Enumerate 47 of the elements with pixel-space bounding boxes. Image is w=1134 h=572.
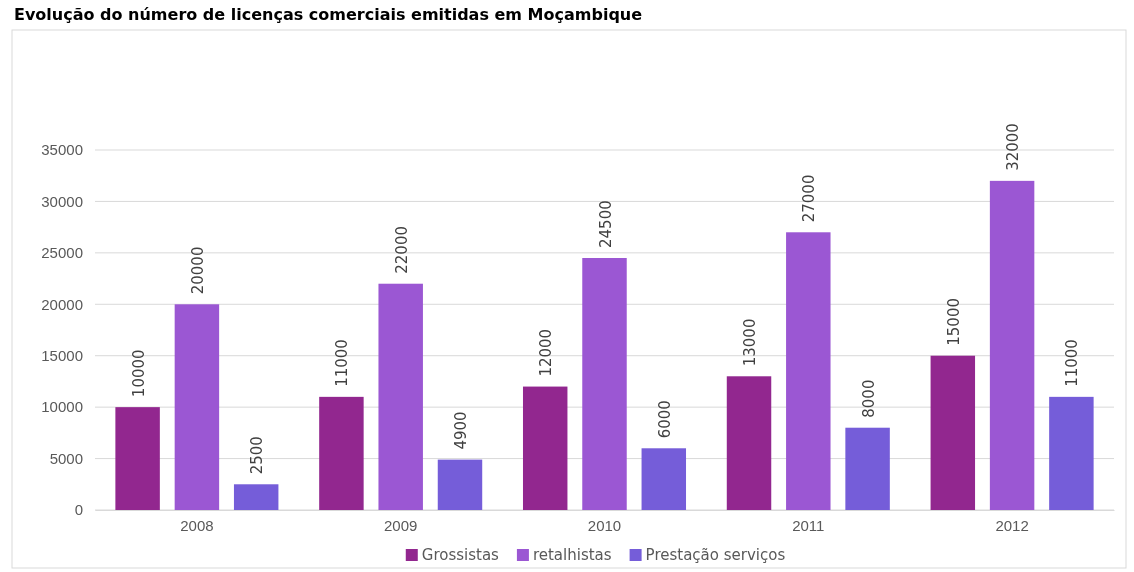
data-label: 15000 [944, 298, 963, 346]
y-tick-label: 25000 [41, 244, 83, 262]
legend-label: Prestação serviços [645, 546, 786, 564]
bar [437, 459, 483, 510]
bar [641, 448, 687, 510]
x-tick-label: 2012 [995, 516, 1029, 534]
bar [1049, 396, 1094, 510]
y-tick-label: 15000 [41, 347, 83, 365]
y-tick-label: 5000 [49, 449, 83, 467]
data-label: 8000 [859, 379, 878, 418]
y-tick-label: 20000 [41, 295, 83, 313]
data-label: 22000 [392, 226, 411, 274]
y-tick-label: 10000 [41, 398, 83, 416]
bar [378, 283, 423, 510]
x-tick-label: 2008 [180, 516, 214, 534]
bar [989, 180, 1035, 510]
data-label: 32000 [1004, 123, 1023, 171]
data-label: 24500 [596, 200, 615, 248]
bar [319, 396, 364, 510]
data-label: 2500 [248, 436, 267, 475]
y-tick-label: 35000 [41, 141, 83, 159]
bar [726, 376, 772, 510]
chart-title: Evolução do número de licenças comerciais emitidas em Moçambique [14, 5, 643, 24]
data-label: 27000 [800, 174, 819, 223]
data-label: 13000 [741, 318, 760, 367]
data-label: 6000 [655, 400, 674, 439]
legend-label: Grossistas [421, 546, 500, 564]
legend-label: retalhistas [532, 546, 612, 564]
x-tick-label: 2010 [587, 516, 622, 534]
data-label: 11000 [333, 339, 352, 387]
y-tick-label: 30000 [41, 192, 83, 210]
x-tick-label: 2009 [384, 516, 418, 534]
data-label: 4900 [451, 411, 470, 450]
bar [582, 258, 627, 510]
bar [115, 407, 160, 510]
data-label: 12000 [537, 328, 556, 377]
data-label: 20000 [188, 246, 207, 295]
x-tick-label: 2011 [792, 516, 825, 534]
bar [930, 355, 976, 510]
bar [233, 484, 279, 510]
data-label: 10000 [129, 349, 148, 398]
bar [174, 304, 220, 510]
bar [845, 427, 890, 510]
bar [786, 232, 831, 510]
data-label: 11000 [1063, 339, 1082, 387]
y-tick-label: 0 [74, 501, 83, 519]
bar [522, 386, 568, 510]
